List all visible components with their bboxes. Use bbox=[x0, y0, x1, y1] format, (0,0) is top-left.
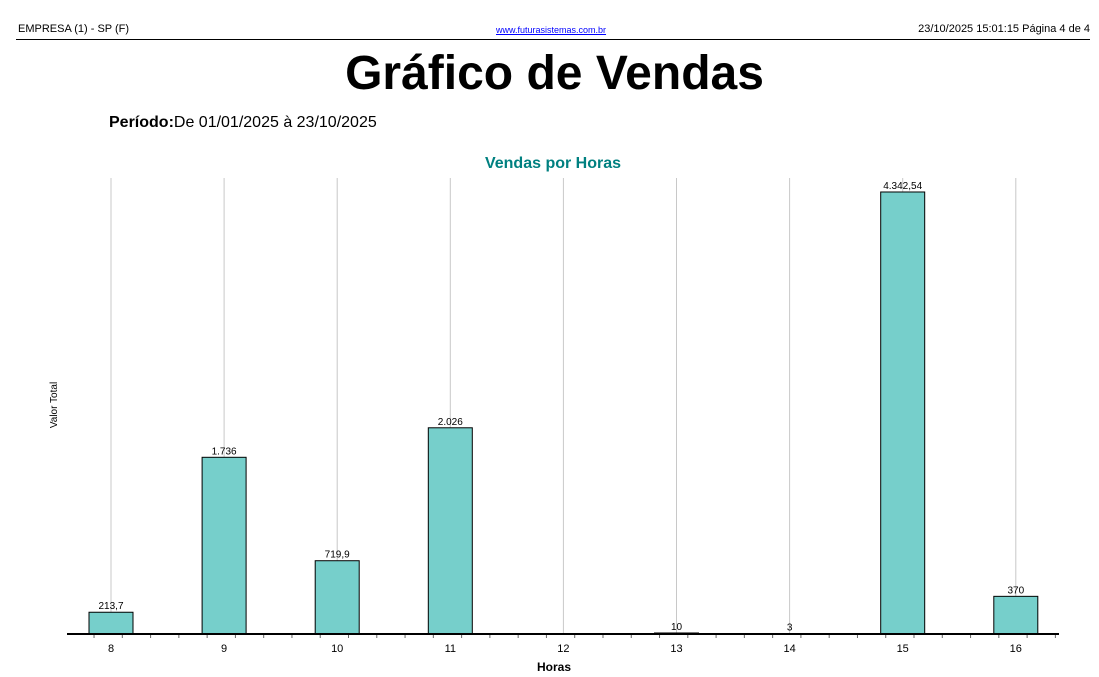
data-label: 3 bbox=[787, 623, 793, 634]
bar bbox=[201, 456, 247, 635]
bar bbox=[427, 427, 473, 635]
bar bbox=[88, 611, 134, 635]
x-tick-label: 16 bbox=[1010, 643, 1022, 655]
report-title: Gráfico de Vendas bbox=[345, 47, 764, 100]
company-name: EMPRESA (1) - SP (F) bbox=[18, 23, 130, 35]
bar bbox=[880, 191, 926, 635]
data-label: 1.736 bbox=[212, 446, 237, 457]
data-label: 370 bbox=[1007, 585, 1024, 596]
website-link[interactable]: www.futurasistemas.com.br bbox=[496, 25, 607, 35]
header-divider bbox=[16, 39, 1090, 40]
x-axis-label: Horas bbox=[537, 660, 571, 674]
period-label: Período: bbox=[109, 114, 174, 131]
x-tick-label: 9 bbox=[221, 643, 227, 655]
x-tick-label: 12 bbox=[557, 643, 569, 655]
data-label: 4.342,54 bbox=[883, 181, 922, 192]
x-tick-label: 11 bbox=[445, 643, 456, 655]
datetime-page: 23/10/2025 15:01:15 Página 4 de 4 bbox=[918, 23, 1090, 35]
x-tick-label: 15 bbox=[897, 643, 909, 655]
data-label: 719,9 bbox=[325, 550, 350, 561]
x-tick-label: 8 bbox=[108, 643, 114, 655]
period: Período:De 01/01/2025 à 23/10/2025 bbox=[109, 114, 377, 132]
data-label: 2.026 bbox=[438, 417, 463, 428]
x-tick-label: 13 bbox=[670, 643, 682, 655]
period-value: De 01/01/2025 à 23/10/2025 bbox=[173, 114, 377, 131]
bar bbox=[993, 595, 1039, 635]
bar bbox=[314, 560, 360, 635]
chart-title: Vendas por Horas bbox=[485, 155, 621, 172]
y-axis-label: Valor Total bbox=[49, 382, 60, 428]
data-label: 213,7 bbox=[98, 601, 123, 612]
data-label: 10 bbox=[671, 622, 683, 633]
x-tick-label: 14 bbox=[783, 643, 795, 655]
x-tick-label: 10 bbox=[331, 643, 343, 655]
